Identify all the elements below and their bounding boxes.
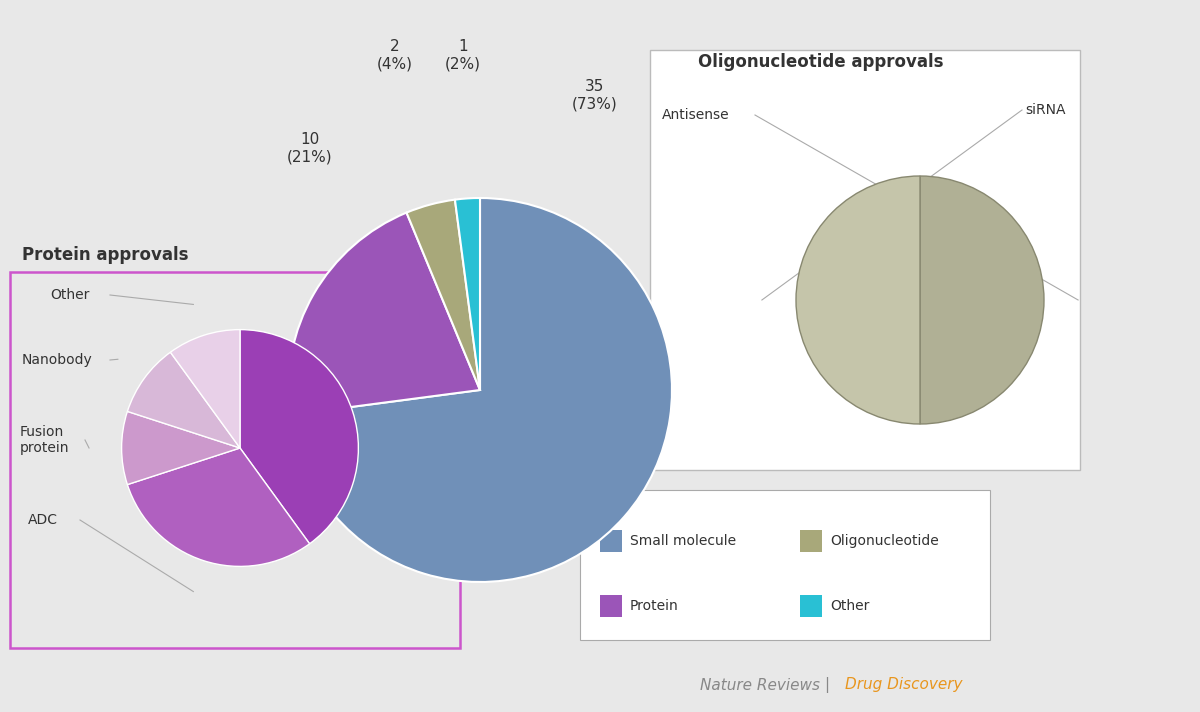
FancyBboxPatch shape — [580, 490, 990, 640]
Text: Oligonucleotide: Oligonucleotide — [830, 534, 938, 548]
Bar — [800, 530, 822, 552]
Text: ADC: ADC — [28, 513, 58, 527]
Text: Nature Reviews: Nature Reviews — [700, 678, 820, 693]
Text: 1: 1 — [995, 291, 1007, 309]
Text: 1: 1 — [146, 441, 156, 456]
Text: 35
(73%): 35 (73%) — [572, 79, 618, 111]
Wedge shape — [127, 448, 310, 567]
Wedge shape — [289, 198, 672, 582]
Text: Protein: Protein — [630, 599, 679, 613]
Text: Small molecule: Small molecule — [630, 534, 736, 548]
Text: |: | — [826, 677, 835, 693]
Text: 1: 1 — [208, 356, 218, 371]
Text: Other: Other — [830, 599, 869, 613]
Wedge shape — [407, 199, 480, 390]
Wedge shape — [170, 330, 240, 448]
Text: Nanobody: Nanobody — [22, 353, 92, 367]
Text: 1
(2%): 1 (2%) — [445, 38, 481, 71]
Text: Fusion
protein: Fusion protein — [20, 425, 70, 455]
Wedge shape — [920, 176, 1044, 424]
Wedge shape — [240, 330, 359, 544]
Text: 10
(21%): 10 (21%) — [287, 132, 332, 164]
FancyBboxPatch shape — [650, 50, 1080, 470]
Text: 1: 1 — [834, 291, 845, 309]
Text: 2
(4%): 2 (4%) — [377, 38, 413, 71]
Wedge shape — [127, 352, 240, 448]
Text: 3: 3 — [208, 525, 218, 540]
Text: siRNA: siRNA — [1025, 103, 1066, 117]
Bar — [600, 530, 622, 552]
Wedge shape — [796, 176, 920, 424]
Text: Other: Other — [50, 288, 89, 302]
Text: 4: 4 — [319, 413, 330, 428]
Text: Antisense: Antisense — [662, 108, 730, 122]
Wedge shape — [121, 412, 240, 485]
Wedge shape — [455, 198, 480, 390]
Text: Drug Discovery: Drug Discovery — [845, 678, 962, 693]
Bar — [600, 595, 622, 617]
Wedge shape — [288, 213, 480, 415]
Bar — [800, 595, 822, 617]
Text: Protein approvals: Protein approvals — [22, 246, 188, 264]
Text: mAb: mAb — [410, 523, 442, 537]
Text: 1: 1 — [163, 388, 174, 403]
Text: Oligonucleotide approvals: Oligonucleotide approvals — [698, 53, 943, 71]
